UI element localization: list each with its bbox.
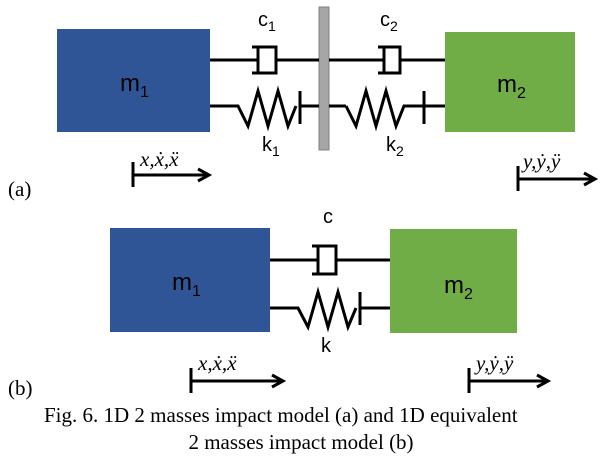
mass-1-label-b: m1 bbox=[172, 269, 201, 300]
diagram-b-label: (b) bbox=[8, 376, 33, 400]
diagram-a: m1 m2 c1 k1 c2 bbox=[8, 6, 599, 201]
mass-1-block bbox=[57, 29, 210, 132]
damper-1-label: c1 bbox=[258, 9, 276, 34]
mass-1-label: m1 bbox=[120, 70, 149, 101]
damper bbox=[270, 244, 390, 276]
displacement-label-y-b: y,ẏ,ÿ bbox=[474, 351, 514, 375]
spring-1-label: k1 bbox=[262, 134, 280, 159]
spring-2 bbox=[329, 85, 445, 132]
spring bbox=[270, 286, 390, 333]
displacement-label-x: x,ẋ,ẍ bbox=[139, 147, 179, 171]
caption-line-2: 2 masses impact model (b) bbox=[188, 430, 414, 454]
damper-label: c bbox=[323, 206, 333, 228]
mass-2-block bbox=[445, 32, 575, 132]
displacement-arrow-x-b bbox=[189, 368, 287, 393]
damper-2 bbox=[329, 45, 445, 75]
mass-2-label-b: m2 bbox=[444, 272, 473, 303]
displacement-label-y: y,ẏ,ÿ bbox=[521, 149, 561, 173]
diagram-a-label: (a) bbox=[8, 177, 31, 201]
displacement-arrow-y-b bbox=[467, 368, 552, 393]
spring-label: k bbox=[321, 335, 332, 357]
displacement-label-x-b: x,ẋ,ẍ bbox=[197, 351, 237, 375]
mass-1-block-b bbox=[110, 228, 270, 332]
caption-line-1: Fig. 6. 1D 2 masses impact model (a) and… bbox=[44, 403, 518, 427]
damper-1 bbox=[210, 45, 319, 75]
spring-2-label: k2 bbox=[386, 134, 404, 159]
figure-caption: Fig. 6. 1D 2 masses impact model (a) and… bbox=[0, 402, 602, 456]
mass-2-label: m2 bbox=[497, 71, 526, 102]
diagram-b: m1 m2 c k x,ẋ,ẍ bbox=[8, 206, 552, 400]
displacement-arrow-y bbox=[516, 166, 599, 191]
displacement-arrow-x bbox=[131, 162, 213, 187]
rigid-wall bbox=[318, 6, 330, 151]
spring-1 bbox=[210, 85, 319, 132]
mass-2-block-b bbox=[390, 229, 517, 333]
damper-2-label: c2 bbox=[380, 9, 398, 34]
